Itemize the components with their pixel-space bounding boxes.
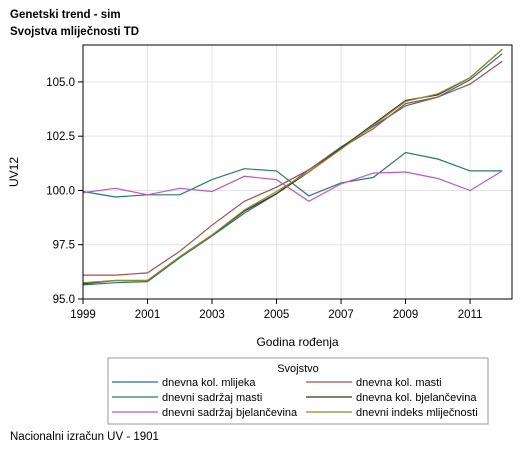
legend-label: dnevni sadržaj masti: [162, 392, 262, 404]
series-lines: [82, 48, 503, 286]
y-tick-label: 102.5: [46, 131, 75, 143]
chart-title: Genetski trend - sim: [10, 9, 121, 21]
x-tick-label: 2009: [393, 309, 419, 321]
legend-label: dnevna kol. mlijeka: [162, 377, 256, 389]
legend-box: [107, 357, 489, 425]
legend-label: dnevna kol. bjelančevina: [356, 392, 477, 404]
y-axis-label: UV12: [7, 157, 21, 187]
axes: 1999 2001 2003 2005 2007 2009 2011 95.0 97.5 100.…: [46, 77, 482, 321]
series-line-2: [83, 60, 503, 276]
chart-subtitle: Svojstva mliječnosti TD: [10, 26, 140, 38]
x-tick-label: 2011: [458, 309, 483, 321]
legend-title: Svojstvo: [277, 363, 319, 375]
series-line-6: [82, 48, 503, 284]
legend-label: dnevni sadržaj bjelančevina: [162, 407, 298, 419]
footnote: Nacionalni izračun UV - 1901: [10, 431, 159, 443]
series-line-1: [82, 53, 503, 286]
legend: Svojstvo dnevna kol. mlijeka dnevna kol. …: [107, 357, 489, 425]
y-tick-label: 105.0: [46, 77, 75, 89]
plot-frame: [82, 44, 513, 300]
x-tick-label: 2007: [328, 309, 354, 321]
y-tick-label: 100.0: [46, 185, 75, 197]
grid-lines: [82, 45, 512, 300]
x-axis-label: Godina rođenja: [256, 335, 338, 349]
x-tick-label: 1999: [70, 309, 96, 321]
x-tick-label: 2001: [135, 309, 161, 321]
legend-label: dnevna kol. masti: [356, 377, 442, 389]
series-line-5: [82, 170, 503, 203]
x-tick-label: 2005: [264, 309, 290, 321]
y-tick-label: 97.5: [53, 240, 75, 252]
y-tick-label: 95.0: [53, 294, 75, 306]
x-tick-label: 2003: [199, 309, 225, 321]
legend-label: dnevni indeks mliječnosti: [356, 407, 478, 419]
series-line-4: [82, 48, 503, 285]
